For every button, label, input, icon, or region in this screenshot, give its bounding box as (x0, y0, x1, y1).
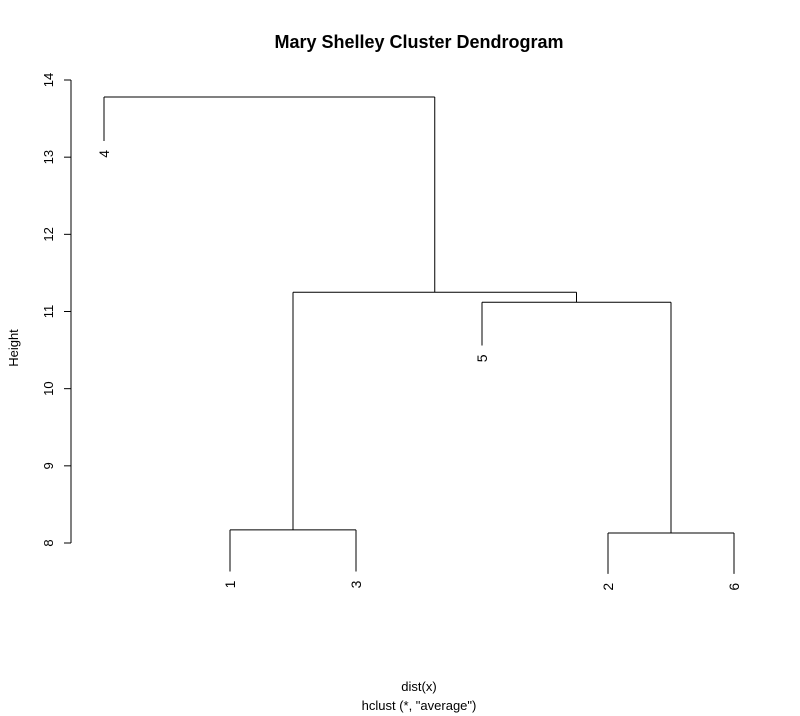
dendrogram-branches (103, 96, 735, 574)
leaf-label-2: 2 (600, 583, 616, 591)
y-tick-label-6: 14 (41, 73, 56, 87)
y-tick-label-0: 8 (41, 539, 56, 546)
merge-3 (292, 291, 577, 530)
merge-2 (481, 301, 672, 533)
y-axis-label: Height (6, 329, 21, 367)
y-tick-label-2: 10 (41, 381, 56, 395)
y-tick-label-1: 9 (41, 462, 56, 469)
method-sublabel: hclust (*, "average") (362, 698, 477, 713)
leaf-label-6: 6 (726, 583, 742, 591)
leaf-labels: 4 1 3 5 2 6 (96, 150, 742, 591)
y-axis-ticks: 8 9 10 11 12 13 14 (41, 73, 71, 547)
y-tick-label-3: 11 (41, 305, 56, 319)
leaf-label-1: 1 (222, 580, 238, 588)
y-tick-label-4: 12 (41, 227, 56, 241)
leaf-label-3: 3 (348, 580, 364, 588)
y-tick-label-5: 13 (41, 150, 56, 164)
chart-title: Mary Shelley Cluster Dendrogram (274, 32, 563, 52)
merge-4 (103, 96, 436, 293)
x-axis-label: dist(x) (401, 679, 436, 694)
merge-1 (229, 529, 357, 572)
merge-0 (607, 532, 735, 574)
leaf-label-4: 4 (96, 150, 112, 158)
leaf-label-5: 5 (474, 354, 490, 362)
